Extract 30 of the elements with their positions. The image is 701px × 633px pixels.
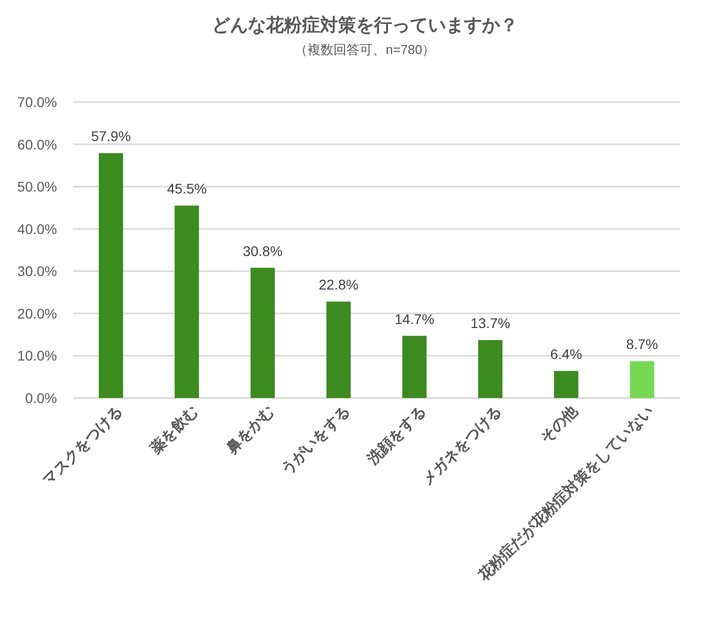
data-label: 30.8% [242,242,283,259]
x-tick-label: 洗顔をする [364,402,430,469]
bar [326,302,351,398]
x-tick-label: 鼻をかむ [222,402,278,458]
bar [98,153,124,398]
chart-subtitle: （複数回答可、n=780） [294,42,436,57]
data-label: 22.8% [318,276,358,293]
y-tick-label: 70.0% [17,94,57,110]
data-label: 6.4% [550,346,582,362]
data-label: 57.9% [91,128,131,144]
bar [402,336,427,398]
bar [250,268,275,398]
data-label: 14.7% [394,310,434,327]
y-tick-label: 50.0% [17,178,57,195]
bar [630,361,654,398]
bar [478,340,502,398]
bar [174,206,199,398]
y-tick-label: 60.0% [17,136,57,152]
y-tick-label: 10.0% [17,348,57,364]
x-tick-label: その他 [537,402,582,447]
chart-title: どんな花粉症対策を行っていますか？ [212,15,518,35]
data-label: 13.7% [470,315,510,332]
x-tick-label: うがいをする [278,402,354,478]
y-tick-label: 20.0% [17,305,57,322]
data-label: 45.5% [166,180,207,197]
y-tick-label: 30.0% [17,263,57,280]
data-label: 8.7% [626,336,658,352]
bar [554,370,578,398]
y-tick-label: 40.0% [17,220,57,237]
x-tick-label: 薬を飲む [146,402,202,458]
